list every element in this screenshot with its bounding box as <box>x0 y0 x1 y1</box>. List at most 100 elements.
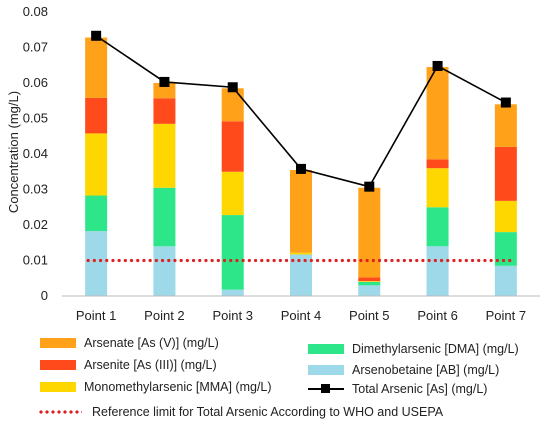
reference-dot <box>216 258 220 263</box>
legend-swatch-ab <box>308 365 344 375</box>
bar-segment <box>290 169 312 253</box>
reference-dot <box>501 258 506 263</box>
reference-dot <box>439 258 444 263</box>
x-axis: Point 1 Point 2 Point 3 Point 4 Point 5 Point… <box>76 308 526 323</box>
legend-label-mma: Monomethylarsenic [MMA] (mg/L) <box>84 380 272 394</box>
reference-dot <box>365 258 369 263</box>
reference-dot <box>340 258 344 263</box>
y-tick-label: 0.02 <box>23 217 48 232</box>
reference-dot <box>136 258 140 263</box>
reference-dot <box>105 258 109 263</box>
bar-segment <box>358 187 381 278</box>
legend-item-dma: Dimethylarsenic [DMA] (mg/L) <box>308 342 519 356</box>
bar-segment <box>494 200 517 233</box>
reference-dot <box>322 258 326 263</box>
bar-segment <box>358 281 381 282</box>
bar-segment <box>153 83 176 99</box>
reference-dot <box>86 258 90 263</box>
bar-segment <box>494 232 517 266</box>
legend-label-dma: Dimethylarsenic [DMA] (mg/L) <box>352 342 519 356</box>
total-arsenic-marker <box>91 30 102 41</box>
x-tick-label: Point 6 <box>417 308 457 323</box>
reference-dot <box>402 258 406 263</box>
x-tick-label: Point 7 <box>486 308 526 323</box>
bar-segment <box>85 195 108 232</box>
reference-dot <box>98 258 103 263</box>
reference-dot <box>408 258 413 263</box>
total-arsenic-marker <box>227 82 238 93</box>
reference-dot <box>198 258 202 263</box>
y-tick-label: 0.07 <box>23 40 48 55</box>
bar-segment <box>221 171 244 216</box>
y-axis: 0 0.01 0.02 0.03 0.04 0.05 0.06 0.07 0.08 <box>23 4 48 303</box>
reference-dot <box>160 258 165 263</box>
bar-segment <box>221 88 244 122</box>
reference-dot <box>235 258 239 263</box>
reference-dot <box>278 258 282 263</box>
reference-dot <box>508 258 512 263</box>
reference-dot <box>173 258 177 263</box>
legend-swatch-arsenite <box>40 360 76 370</box>
reference-dot <box>204 258 208 263</box>
y-tick-label: 0.05 <box>23 111 48 126</box>
bar-segment <box>426 246 449 296</box>
reference-dot <box>222 258 227 263</box>
reference-dot <box>260 258 264 263</box>
bar-segment <box>153 187 176 247</box>
reference-dot <box>266 258 270 263</box>
reference-dot <box>421 258 425 263</box>
reference-dot <box>483 258 487 263</box>
reference-dot <box>464 258 468 263</box>
reference-dot <box>396 258 400 263</box>
bar-segment <box>290 252 312 255</box>
bar-segment <box>85 97 108 134</box>
reference-dot <box>253 258 258 263</box>
legend-item-total: Total Arsenic [As] (mg/L) <box>308 382 487 396</box>
reference-dot <box>142 258 146 263</box>
reference-dot <box>315 258 320 263</box>
reference-dot <box>470 258 475 263</box>
stacked-bar-chart: Concentration (mg/L) 0 0.01 0.02 0.03 0.04 0.… <box>6 4 540 323</box>
reference-dot <box>241 258 245 263</box>
x-tick-label: Point 2 <box>144 308 184 323</box>
reference-dot <box>303 258 307 263</box>
legend-swatch-mma <box>40 382 76 392</box>
reference-line <box>86 258 512 263</box>
bar-segment <box>426 67 449 160</box>
reference-dot <box>167 258 171 263</box>
reference-dot <box>489 258 493 263</box>
reference-dot <box>309 258 313 263</box>
legend-item-arsenate: Arsenate [As (V)] (mg/L) <box>40 336 219 350</box>
legend-item-arsenite: Arsenite [As (III)] (mg/L) <box>40 358 217 372</box>
y-tick-label: 0 <box>41 288 48 303</box>
reference-dot <box>477 258 481 263</box>
y-tick-label: 0.08 <box>23 4 48 19</box>
reference-dot <box>179 258 183 263</box>
bar-segment <box>494 104 517 147</box>
bar-segment <box>358 277 381 282</box>
bar-segment <box>426 207 449 247</box>
bar-segment <box>85 231 108 296</box>
total-arsenic-line <box>91 30 511 192</box>
reference-dot <box>297 258 301 263</box>
bar-segment <box>494 265 517 296</box>
bar-segment <box>85 133 108 196</box>
reference-dot <box>334 258 338 263</box>
reference-dot <box>353 258 357 263</box>
total-arsenic-marker <box>159 76 170 87</box>
x-tick-label: Point 4 <box>281 308 321 323</box>
reference-dot <box>495 258 499 263</box>
reference-dot <box>452 258 456 263</box>
bar-segment <box>153 123 176 188</box>
bar-segment <box>494 146 517 201</box>
legend-swatch-dma <box>308 344 344 354</box>
reference-dot <box>247 258 251 263</box>
x-tick-label: Point 1 <box>76 308 116 323</box>
y-tick-label: 0.03 <box>23 182 48 197</box>
bar-segment <box>221 121 244 172</box>
reference-dot <box>384 258 388 263</box>
reference-dot <box>415 258 419 263</box>
reference-dot <box>272 258 276 263</box>
total-arsenic-marker <box>500 97 511 108</box>
bar-segment <box>426 168 449 208</box>
